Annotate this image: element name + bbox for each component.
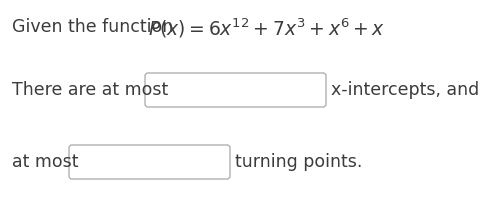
Text: x-intercepts, and: x-intercepts, and	[331, 81, 479, 99]
Text: There are at most: There are at most	[12, 81, 168, 99]
Text: at most: at most	[12, 153, 78, 171]
FancyBboxPatch shape	[69, 145, 230, 179]
Text: turning points.: turning points.	[235, 153, 362, 171]
FancyBboxPatch shape	[145, 73, 326, 107]
Text: Given the function: Given the function	[12, 18, 179, 36]
Text: $P(x) = 6x^{12} + 7x^3 + x^6 + x$: $P(x) = 6x^{12} + 7x^3 + x^6 + x$	[148, 16, 385, 39]
